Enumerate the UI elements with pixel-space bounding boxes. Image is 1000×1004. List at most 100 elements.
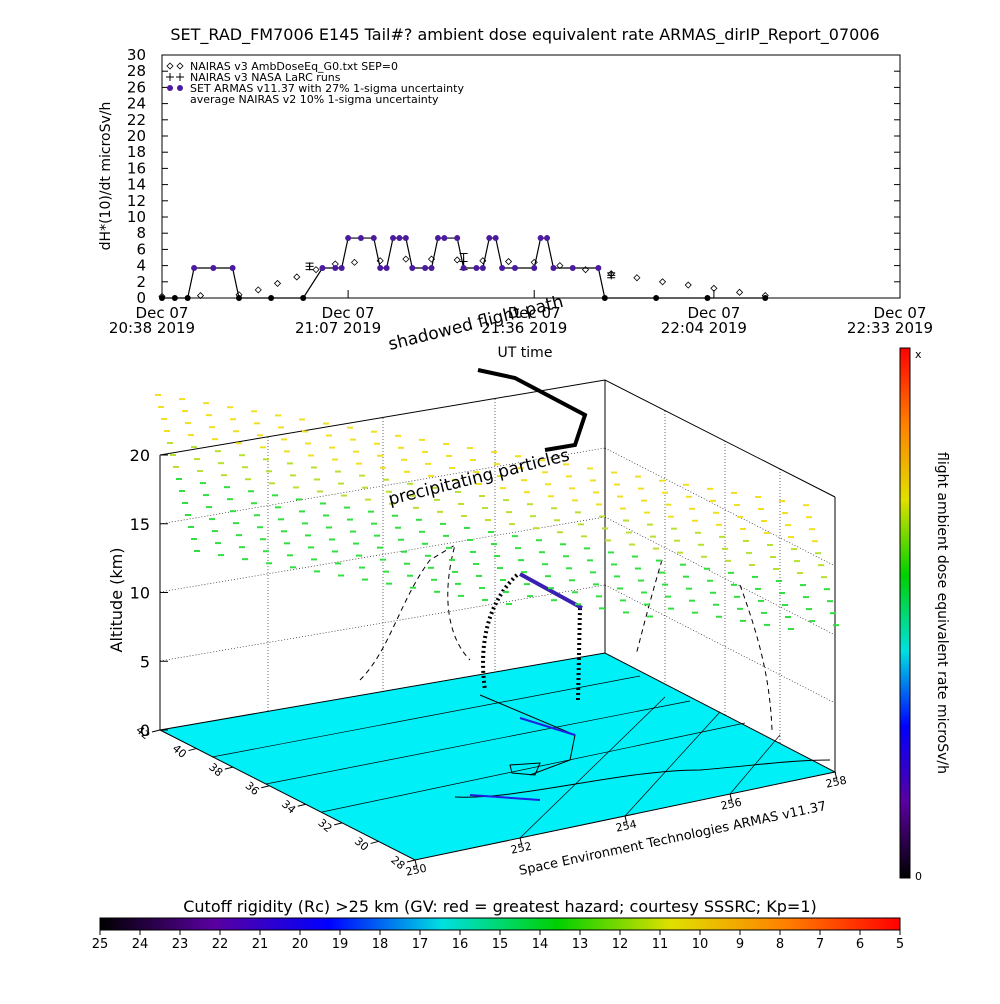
lon-tick (729, 793, 733, 803)
y-tick-label: 30 (127, 46, 146, 64)
dot-marker (332, 265, 339, 272)
x-axis-label: UT time (498, 345, 553, 361)
annotation: precipitating particles (386, 445, 571, 509)
x-tick-label: 22:04 2019 (661, 319, 747, 337)
ground-marker (509, 762, 541, 776)
y-tick-label: 28 (127, 62, 146, 80)
diamond-marker (581, 266, 590, 274)
dot-marker (428, 265, 435, 272)
dot-marker (357, 235, 364, 242)
colorbar-tick-label: 22 (212, 937, 229, 952)
dot-marker (167, 85, 173, 91)
lat-tick (334, 822, 343, 826)
y-axis-label: dH*(10)/dt microSv/h (98, 102, 114, 251)
y-tick-label: 16 (127, 159, 146, 177)
z-tick-label: 20 (130, 446, 150, 465)
dot-marker (704, 295, 711, 301)
x-tick-label: Dec 07 (136, 304, 189, 322)
legend-label: average NAIRAS v2 10% 1-sigma uncertaint… (190, 93, 439, 106)
diamond-marker (273, 279, 282, 287)
dot-marker (569, 265, 576, 272)
dot-marker (486, 235, 493, 242)
ground-track-blue (469, 717, 576, 801)
z-tick-label: 0 (140, 721, 150, 740)
dot-marker (441, 235, 448, 242)
dot-marker (511, 265, 518, 272)
diamond-marker (176, 62, 184, 70)
diamond-marker (293, 273, 301, 281)
colorbar-tick-label: 10 (692, 937, 709, 952)
lat-tick-label: 40 (170, 742, 189, 761)
dot-marker (338, 265, 345, 272)
diamond-marker (735, 288, 744, 296)
dot-marker (550, 265, 557, 272)
diamond-marker (312, 266, 320, 274)
lon-tick-label: 256 (720, 796, 743, 813)
dot-marker (544, 235, 551, 242)
dot-marker (370, 235, 377, 242)
lat-tick-label: 30 (352, 835, 371, 854)
dot-marker (409, 265, 416, 272)
dot-marker (345, 235, 352, 242)
dot-marker (601, 295, 608, 301)
y-tick-label: 24 (127, 95, 146, 113)
colorbar-tick-label: 21 (252, 937, 269, 952)
dot-marker (210, 265, 217, 272)
dot-marker (454, 235, 461, 242)
floor-grid (211, 675, 781, 839)
lat-tick-label: 32 (315, 816, 334, 835)
plus-marker (305, 262, 314, 271)
lat-tick (406, 859, 416, 863)
dot-marker (390, 235, 397, 242)
lat-tick-label: 36 (243, 779, 262, 798)
colorbar-max-label: x (915, 348, 922, 361)
dot-marker (531, 265, 538, 272)
colorbar-tick-label: 19 (332, 937, 349, 952)
x-tick-label: 21:07 2019 (295, 319, 381, 337)
lon-tick (519, 837, 523, 847)
colorbar-min-label: 0 (915, 870, 922, 883)
diamond-marker (710, 284, 718, 292)
legend-label: NAIRAS v3 NASA LaRC runs (190, 71, 341, 84)
lat-tick (261, 785, 270, 789)
wall-shadow-left (359, 543, 471, 681)
plot-frame (161, 54, 901, 299)
colorbar-tick-label: 7 (816, 937, 824, 952)
dot-marker (177, 85, 183, 91)
dot-marker (383, 265, 390, 272)
dot-marker (184, 295, 191, 301)
colorbar-tick-label: 14 (532, 937, 549, 952)
lon-tick (414, 859, 418, 869)
dot-marker (402, 235, 409, 242)
flight-path-high (519, 572, 583, 610)
colorbar-tick-label: 23 (172, 937, 189, 952)
plus-marker (176, 73, 184, 81)
dot-marker (191, 265, 198, 272)
lon-tick-label: 250 (405, 862, 428, 879)
y-tick-label: 18 (127, 143, 146, 161)
colorbar-tick-label: 18 (372, 937, 389, 952)
colorbar-tick-label: 15 (492, 937, 509, 952)
dot-marker (499, 265, 506, 272)
lat-tick-label: 38 (206, 760, 225, 779)
plus-marker (166, 73, 174, 81)
ground-track (454, 694, 831, 798)
colorbar-title: Cutoff rigidity (Rc) >25 km (GV: red = g… (183, 897, 817, 916)
lon-tick-label: 258 (825, 774, 848, 791)
y-tick-label: 12 (127, 192, 146, 210)
y-tick-label: 26 (127, 78, 146, 96)
colorbar-tick-label: 11 (652, 937, 669, 952)
diamond-marker (350, 258, 359, 266)
diamond-marker (196, 292, 205, 300)
colorbar-tick-label: 13 (572, 937, 589, 952)
dot-marker (229, 265, 236, 272)
y-tick-label: 8 (136, 224, 146, 242)
dot-marker (236, 295, 243, 301)
x-tick-label: 20:38 2019 (109, 319, 195, 337)
y-tick-label: 6 (136, 240, 146, 258)
shadow-path (477, 368, 588, 452)
z-axis-label: Altitude (km) (107, 548, 126, 653)
x-tick-label: Dec 07 (687, 304, 740, 322)
dot-marker (319, 265, 326, 272)
